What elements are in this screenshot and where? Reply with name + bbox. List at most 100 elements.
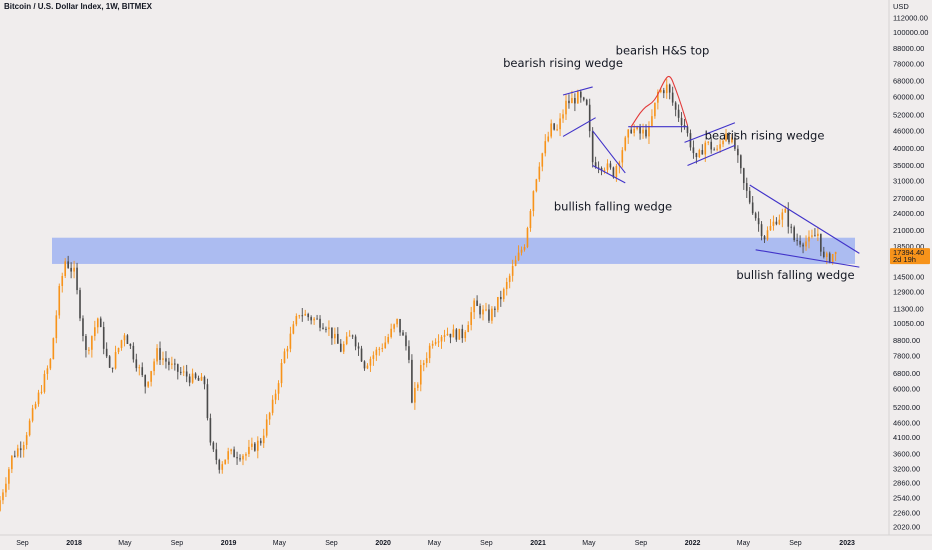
candle-body bbox=[796, 240, 798, 242]
candle bbox=[775, 217, 778, 226]
candle-body bbox=[242, 455, 244, 460]
candle bbox=[319, 315, 321, 332]
candle-body bbox=[46, 368, 49, 374]
candle bbox=[624, 135, 627, 152]
time-tick-label: May bbox=[737, 540, 751, 547]
candle-body bbox=[668, 84, 671, 93]
candle-body bbox=[259, 440, 262, 444]
candle-body bbox=[212, 442, 215, 450]
candle bbox=[188, 373, 191, 387]
price-tick-label: 2260.00 bbox=[893, 508, 920, 517]
candle-body bbox=[588, 104, 591, 132]
candle bbox=[197, 375, 200, 381]
candle-body bbox=[70, 267, 72, 272]
candle-body bbox=[473, 300, 475, 313]
price-axis[interactable]: 2020.00 2260.00 2540.00 2860.00 3200.00 3600.… bbox=[893, 13, 928, 531]
candle bbox=[334, 327, 336, 345]
candle-body bbox=[597, 167, 600, 169]
candle bbox=[562, 109, 564, 123]
price-tick-label: 6800.00 bbox=[893, 369, 920, 378]
falling-wedge-1-lower-trendline[interactable] bbox=[592, 164, 626, 184]
candle bbox=[479, 303, 481, 319]
rising-wedge-2-upper-trendline[interactable] bbox=[684, 122, 736, 143]
candle-body bbox=[657, 92, 659, 103]
candle bbox=[787, 202, 790, 234]
candle-body bbox=[254, 443, 256, 451]
candle bbox=[171, 356, 173, 370]
candle-body bbox=[76, 267, 78, 291]
candle-body bbox=[328, 327, 330, 330]
candle-body bbox=[488, 309, 490, 321]
candle-body bbox=[342, 344, 345, 352]
price-axis-unit: USD bbox=[893, 2, 909, 11]
candle bbox=[799, 235, 801, 248]
candle-body bbox=[360, 348, 363, 362]
candle-body bbox=[91, 336, 93, 350]
candle bbox=[757, 211, 760, 232]
candle bbox=[574, 93, 576, 112]
falling-wedge-1-upper-trendline[interactable] bbox=[592, 130, 626, 174]
candle bbox=[419, 359, 422, 392]
candle-body bbox=[381, 348, 384, 350]
candle-body bbox=[455, 329, 458, 340]
candle bbox=[725, 128, 727, 142]
candle-body bbox=[502, 289, 505, 300]
price-tick-label: 8800.00 bbox=[893, 336, 920, 345]
candle bbox=[737, 145, 739, 163]
candle bbox=[331, 327, 333, 345]
candle-body bbox=[203, 376, 206, 385]
candle bbox=[224, 459, 227, 465]
candle-body bbox=[514, 260, 517, 266]
candle bbox=[215, 442, 218, 465]
candle bbox=[603, 167, 606, 174]
time-tick-label: Sep bbox=[635, 540, 648, 547]
candle-body bbox=[497, 296, 499, 310]
rising-wedge-1-upper-trendline[interactable] bbox=[562, 86, 593, 96]
candle bbox=[129, 343, 132, 349]
candle-body bbox=[120, 340, 123, 348]
candle-body bbox=[16, 448, 19, 457]
candle bbox=[209, 413, 212, 446]
falling-wedge-2-upper-trendline[interactable] bbox=[749, 184, 860, 254]
candle bbox=[754, 211, 757, 221]
candle-body bbox=[630, 129, 633, 134]
price-tick-label: 27000.00 bbox=[893, 194, 924, 203]
candle-body bbox=[19, 448, 22, 451]
candle-body bbox=[73, 267, 75, 272]
head-and-shoulders-curve[interactable] bbox=[630, 75, 689, 128]
candle bbox=[185, 364, 188, 383]
candle-body bbox=[369, 358, 372, 366]
candle-body bbox=[574, 98, 576, 104]
falling-wedge-2-lower-trendline[interactable] bbox=[755, 249, 860, 268]
candle-body bbox=[191, 373, 194, 383]
candle bbox=[114, 345, 117, 370]
candle-body bbox=[662, 90, 665, 94]
candle-body bbox=[126, 335, 129, 344]
candle-body bbox=[538, 166, 541, 180]
candle-body bbox=[230, 449, 232, 452]
rising-wedge-1-lower-trendline[interactable] bbox=[562, 117, 596, 137]
candle-body bbox=[754, 213, 757, 219]
candle-body bbox=[737, 148, 739, 156]
candle bbox=[99, 316, 102, 328]
candle bbox=[76, 262, 78, 295]
rising-wedge-2-lower-trendline[interactable] bbox=[687, 144, 736, 166]
candle-body bbox=[793, 227, 795, 241]
candle bbox=[781, 208, 784, 228]
candle bbox=[168, 357, 170, 371]
candle-body bbox=[298, 315, 301, 317]
candle bbox=[654, 102, 656, 119]
candle-body bbox=[239, 458, 241, 460]
candle-body bbox=[822, 251, 825, 258]
candle-body bbox=[458, 328, 461, 340]
candle bbox=[304, 309, 307, 316]
candle bbox=[348, 330, 351, 337]
price-tick-label: 78000.00 bbox=[893, 59, 924, 68]
price-tick-label: 7800.00 bbox=[893, 351, 920, 360]
candle bbox=[547, 131, 550, 143]
candle bbox=[11, 455, 13, 474]
time-axis[interactable]: Sep 2018 May Sep 2019 May Sep 2020 May Sep 2021 May… bbox=[16, 540, 855, 547]
support-resistance-zone[interactable] bbox=[52, 237, 855, 264]
candle bbox=[568, 94, 570, 109]
